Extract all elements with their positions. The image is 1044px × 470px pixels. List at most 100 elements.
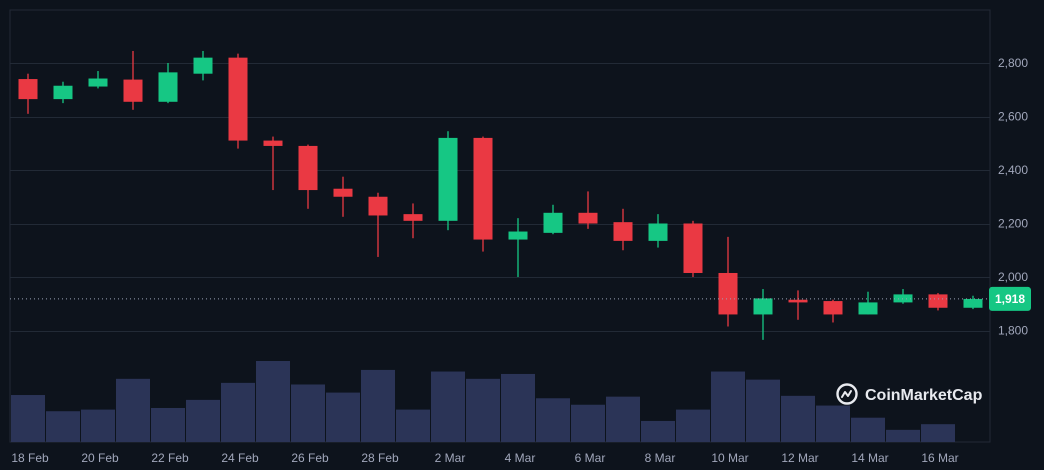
- volume-bar: [221, 382, 255, 442]
- candle: [193, 50, 213, 81]
- grid-lines: [9, 9, 991, 443]
- candle-body: [298, 145, 318, 191]
- plot-border: [9, 9, 991, 443]
- candle-body: [158, 72, 178, 102]
- volume-bar: [921, 424, 955, 442]
- candle-body: [228, 57, 248, 141]
- x-tick-label: 10 Mar: [711, 451, 748, 465]
- candle: [263, 136, 283, 191]
- current-price-indicator: 1,918: [10, 286, 1031, 311]
- volume-bar: [326, 392, 360, 442]
- candle-body: [53, 85, 73, 100]
- watermark: CoinMarketCap: [836, 383, 983, 405]
- volume-bar: [151, 407, 185, 442]
- candle-body: [648, 223, 668, 241]
- candle: [648, 214, 668, 248]
- candle-body: [613, 222, 633, 241]
- candle: [298, 144, 318, 209]
- x-tick-label: 26 Feb: [291, 451, 329, 465]
- candle-body: [403, 214, 423, 221]
- x-tick-label: 22 Feb: [151, 451, 189, 465]
- volume-bar: [46, 411, 80, 442]
- volume-bar: [746, 379, 780, 442]
- candle-body: [578, 212, 598, 224]
- candle-body: [193, 57, 213, 74]
- y-axis: 1,800 2,000 2,200 2,400 2,600 2,800: [998, 56, 1028, 338]
- candle: [403, 203, 423, 239]
- volume-bar: [466, 378, 500, 442]
- candle-body: [438, 137, 458, 221]
- candle: [613, 208, 633, 251]
- candle-body: [473, 137, 493, 240]
- candle: [823, 299, 843, 323]
- candle: [333, 176, 353, 217]
- candle: [753, 289, 773, 340]
- candle: [893, 289, 913, 304]
- volume-bar: [816, 405, 850, 442]
- candle-body: [18, 79, 38, 100]
- candle: [53, 81, 73, 104]
- volume-bar: [186, 399, 220, 442]
- candle-body: [543, 212, 563, 233]
- current-price-label: 1,918: [995, 292, 1025, 306]
- volume-bar: [116, 378, 150, 442]
- volume-bar: [606, 396, 640, 442]
- candle: [228, 53, 248, 149]
- candle-body: [683, 223, 703, 273]
- volume-bar: [571, 404, 605, 442]
- candle: [928, 293, 948, 311]
- candle: [473, 136, 493, 252]
- coinmarketcap-logo-icon: [836, 383, 858, 405]
- candle: [508, 218, 528, 277]
- candle-body: [368, 196, 388, 216]
- x-tick-label: 8 Mar: [645, 451, 676, 465]
- watermark-text: CoinMarketCap: [865, 387, 983, 404]
- volume-bar: [291, 384, 325, 442]
- candle-body: [928, 294, 948, 308]
- candle: [788, 290, 808, 320]
- candles: [18, 50, 983, 340]
- volume-bar: [81, 409, 115, 442]
- candle: [858, 291, 878, 315]
- x-tick-label: 2 Mar: [435, 451, 466, 465]
- volume-bar: [361, 369, 395, 442]
- candle: [578, 191, 598, 229]
- candle: [368, 192, 388, 257]
- candle: [543, 204, 563, 235]
- x-tick-label: 16 Mar: [921, 451, 958, 465]
- x-tick-label: 4 Mar: [505, 451, 536, 465]
- volume-bar: [711, 371, 745, 442]
- candle-body: [823, 301, 843, 315]
- candle-body: [263, 140, 283, 146]
- volume-bar: [676, 409, 710, 442]
- x-axis: 18 Feb 20 Feb 22 Feb 24 Feb 26 Feb 28 Feb 2 Ma…: [11, 451, 958, 465]
- x-tick-label: 28 Feb: [361, 451, 399, 465]
- current-price-tag: [989, 286, 1031, 311]
- candle-body: [753, 298, 773, 315]
- candle: [88, 71, 108, 89]
- x-tick-label: 14 Mar: [851, 451, 888, 465]
- y-tick-label: 2,600: [998, 110, 1028, 124]
- candle-body: [718, 272, 738, 315]
- candle-body: [858, 302, 878, 315]
- candle: [18, 73, 38, 114]
- volume-bar: [256, 361, 290, 442]
- candle: [158, 63, 178, 104]
- x-tick-label: 20 Feb: [81, 451, 119, 465]
- y-tick-label: 2,200: [998, 217, 1028, 231]
- candle-body: [123, 79, 143, 102]
- x-tick-label: 18 Feb: [11, 451, 49, 465]
- volume-bar: [851, 417, 885, 442]
- candle-body: [893, 294, 913, 303]
- volume-bars: [11, 361, 955, 442]
- volume-bar: [396, 409, 430, 442]
- volume-bar: [501, 373, 535, 442]
- candle: [438, 131, 458, 231]
- y-tick-label: 2,400: [998, 163, 1028, 177]
- candle: [123, 50, 143, 110]
- x-tick-label: 12 Mar: [781, 451, 818, 465]
- volume-bar: [536, 398, 570, 442]
- candle-body: [333, 188, 353, 197]
